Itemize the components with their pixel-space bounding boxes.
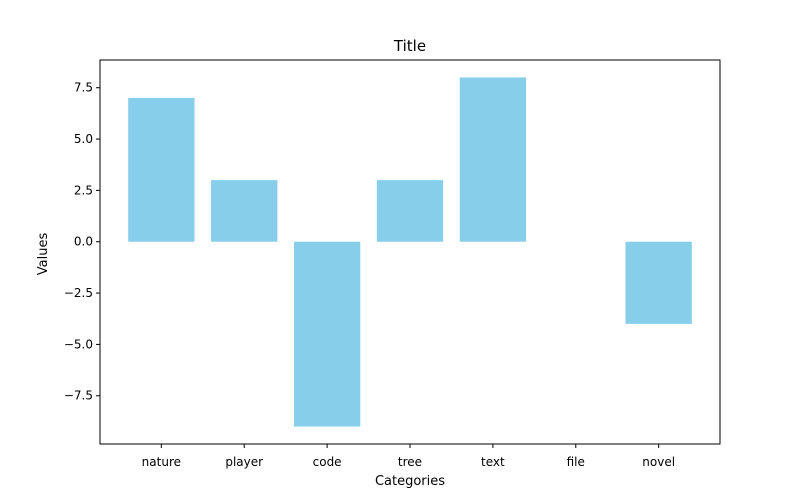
bar-player: [211, 180, 278, 242]
y-tick-label: −7.5: [64, 389, 93, 403]
x-tick-label-player: player: [225, 455, 263, 469]
y-tick-label: −5.0: [64, 337, 93, 351]
bar-code: [293, 241, 361, 427]
chart-title: Title: [393, 37, 426, 55]
bar-text: [459, 77, 527, 242]
y-tick-label: 2.5: [74, 183, 93, 197]
x-tick-label-text: text: [481, 455, 505, 469]
x-axis: nature player code tree text file novel: [142, 444, 675, 469]
bars-group: [128, 77, 692, 427]
x-axis-title: Categories: [375, 474, 445, 489]
y-tick-label: 0.0: [74, 235, 93, 249]
x-tick-label-file: file: [567, 455, 585, 469]
y-tick-label: 7.5: [74, 81, 93, 95]
bar-novel: [625, 241, 692, 324]
y-axis: −7.5 −5.0 −2.5 0.0 2.5 5.0 7.5: [64, 81, 100, 403]
x-tick-label-nature: nature: [142, 455, 181, 469]
x-tick-label-tree: tree: [398, 455, 422, 469]
y-tick-label: −2.5: [64, 286, 93, 300]
y-axis-title: Values: [36, 233, 51, 276]
bar-tree: [376, 180, 444, 242]
x-tick-label-novel: novel: [642, 455, 675, 469]
x-tick-label-code: code: [313, 455, 342, 469]
y-tick-label: 5.0: [74, 132, 93, 146]
bar-nature: [128, 97, 195, 242]
